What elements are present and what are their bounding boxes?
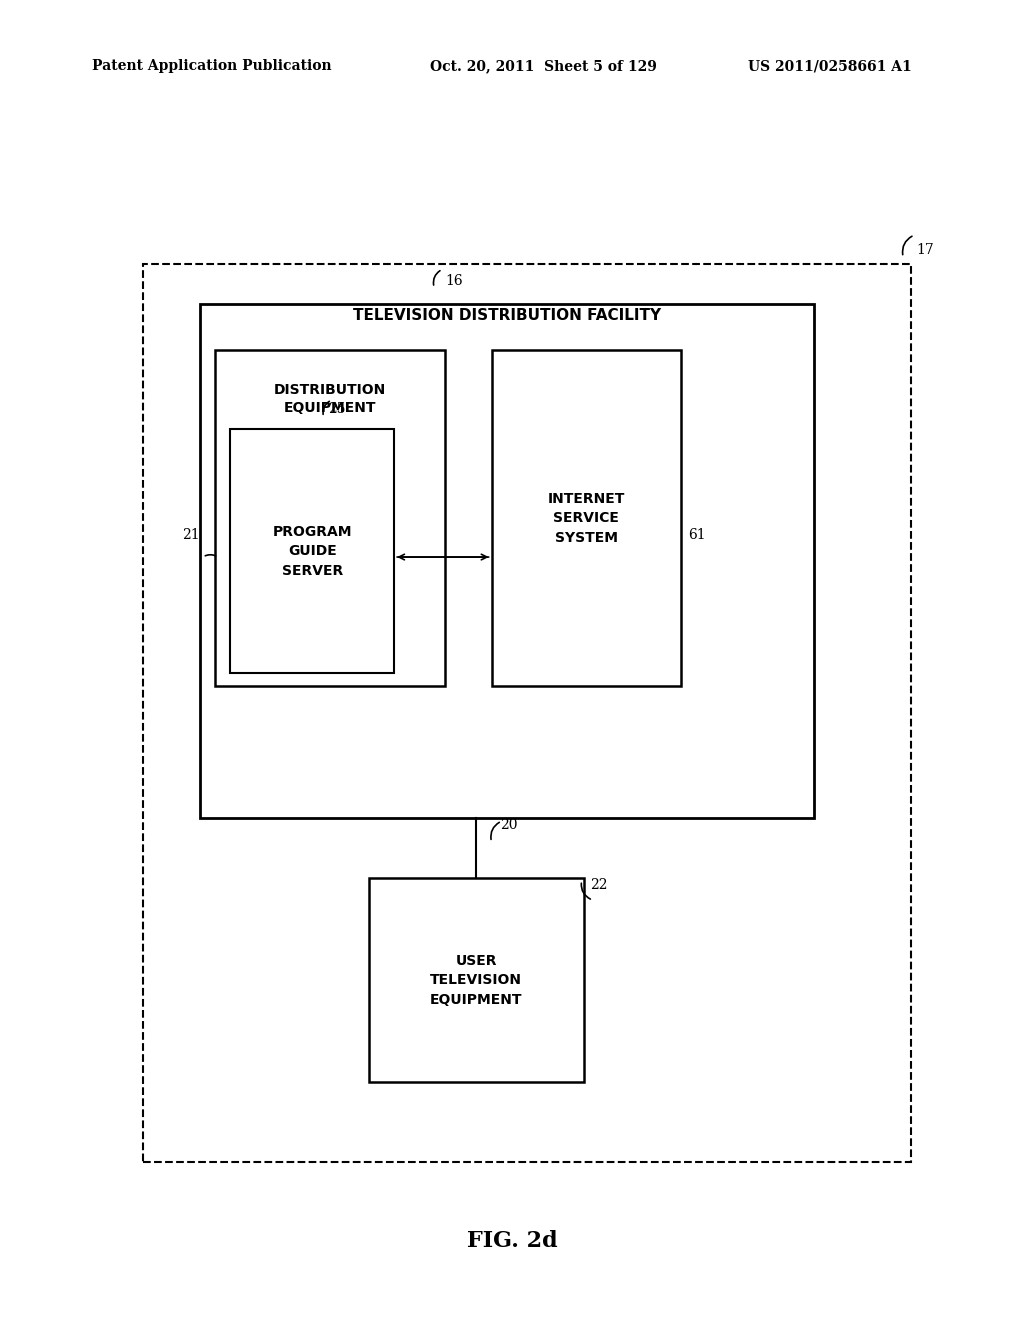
Text: 16: 16 (445, 273, 463, 288)
Text: 21: 21 (182, 528, 200, 541)
Text: USER
TELEVISION
EQUIPMENT: USER TELEVISION EQUIPMENT (430, 953, 522, 1007)
Text: 22: 22 (590, 878, 607, 892)
Text: Oct. 20, 2011  Sheet 5 of 129: Oct. 20, 2011 Sheet 5 of 129 (430, 59, 657, 74)
Text: 61: 61 (688, 528, 706, 541)
Text: PROGRAM
GUIDE
SERVER: PROGRAM GUIDE SERVER (272, 524, 352, 578)
Text: DISTRIBUTION
EQUIPMENT: DISTRIBUTION EQUIPMENT (274, 383, 386, 416)
Text: 17: 17 (916, 243, 934, 257)
Text: Patent Application Publication: Patent Application Publication (92, 59, 332, 74)
Text: TELEVISION DISTRIBUTION FACILITY: TELEVISION DISTRIBUTION FACILITY (353, 309, 660, 323)
Text: INTERNET
SERVICE
SYSTEM: INTERNET SERVICE SYSTEM (548, 491, 625, 545)
Text: 20: 20 (500, 817, 517, 832)
Text: FIG. 2d: FIG. 2d (467, 1230, 557, 1251)
Text: 25: 25 (328, 401, 345, 416)
Text: US 2011/0258661 A1: US 2011/0258661 A1 (748, 59, 911, 74)
